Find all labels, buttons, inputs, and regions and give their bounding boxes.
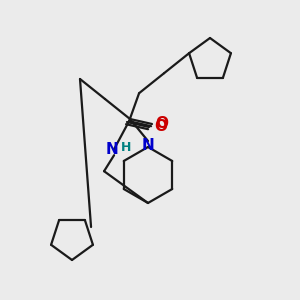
Text: N: N <box>142 139 154 154</box>
Text: H: H <box>121 141 131 154</box>
Text: N: N <box>106 142 118 157</box>
Text: O: O <box>155 116 168 131</box>
Text: O: O <box>154 119 167 134</box>
